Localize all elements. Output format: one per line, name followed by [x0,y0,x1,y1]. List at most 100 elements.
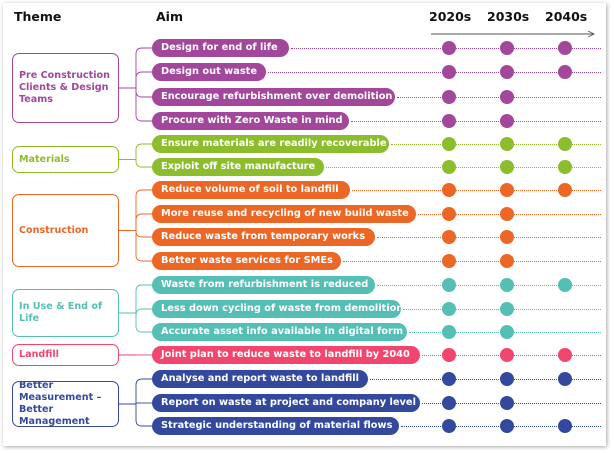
decade-dot-2030s [500,419,514,433]
connector-branch-materials [135,159,152,168]
aim-header: Aim [156,9,183,24]
decade-dot-2040s [558,137,572,151]
decade-dot-2040s [558,65,572,79]
decade-dot-2030s [500,41,514,55]
timeline-guide [391,144,601,146]
theme-label-materials: Materials [19,153,70,165]
decade-dot-2040s [558,160,572,174]
aim-pill: Joint plan to reduce waste to landfill b… [152,346,420,364]
aim-pill: Design for end of life [152,39,289,57]
timeline-guide [326,167,601,169]
decade-header-2020s: 2020s [429,9,472,24]
aim-pill: Exploit off site manufacture [152,158,324,176]
connector-branch-pre [135,88,152,98]
connector-branch-inuse [135,313,152,333]
timeline-guide [370,379,601,381]
decade-dot-2020s [442,90,456,104]
decade-dot-2040s [558,41,572,55]
theme-label-inuse: In Use & End of Life [19,301,103,324]
aim-pill: Encourage refurbishment over demolition [152,88,395,106]
decade-dot-2040s [558,183,572,197]
decade-dot-2020s [442,325,456,339]
theme-box-pre: Pre Construction Clients & Design Teams [12,53,119,123]
decade-dot-2020s [442,348,456,362]
timeline-guide [377,237,601,239]
timeline-guide [397,97,601,99]
aim-pill: Accurate asset info available in digital… [152,323,407,341]
decade-dot-2030s [500,137,514,151]
decade-dot-2030s [500,348,514,362]
connector-branch-construction [135,189,152,231]
theme-label-landfill: Landfill [19,349,59,360]
decade-dot-2020s [442,41,456,55]
decade-dot-2030s [500,207,514,221]
connector-branch-measure [135,378,152,404]
theme-box-construction: Construction [12,194,119,267]
connector-branch-pre [135,47,152,88]
decade-dot-2020s [442,254,456,268]
aim-pill: Reduce waste from temporary works [152,228,375,246]
timeline-arrow-icon [431,30,596,38]
decade-dot-2030s [500,230,514,244]
theme-label-pre: Pre Construction Clients & Design Teams [19,70,110,105]
roadmap-frame: Theme Aim 2020s 2030s 2040s Pre Construc… [3,3,606,446]
decade-dot-2040s [558,372,572,386]
theme-label-measure: Better Measurement – Better Management [19,380,102,427]
decade-dot-2020s [442,114,456,128]
decade-dot-2030s [500,396,514,410]
aim-pill: Less down cycling of waste from demoliti… [152,300,403,318]
theme-box-inuse: In Use & End of Life [12,289,119,337]
decade-dot-2020s [442,278,456,292]
decade-dot-2030s [500,372,514,386]
aim-pill: Reduce volume of soil to landfill [152,181,350,199]
decade-dot-2030s [500,90,514,104]
decade-dot-2030s [500,278,514,292]
connector-branch-construction [135,230,152,238]
decade-dot-2020s [442,419,456,433]
timeline-guide [352,190,601,192]
theme-label-construction: Construction [19,224,89,236]
aim-pill: Analyse and report waste to landfill [152,370,368,388]
decade-dot-2020s [442,302,456,316]
theme-connectors [119,47,152,427]
decade-dot-2020s [442,183,456,197]
decade-dot-2020s [442,230,456,244]
connector-branch-pre [135,71,152,88]
timeline-guide [351,121,601,123]
decade-dot-2040s [558,419,572,433]
decade-dot-2020s [442,160,456,174]
decade-header-2040s: 2040s [545,9,588,24]
connector-branch-construction [135,230,152,262]
aim-pill: Ensure materials are readily recoverable [152,135,389,153]
connector-branch-measure [135,404,152,427]
theme-box-materials: Materials [12,146,119,173]
decade-dot-2030s [500,302,514,316]
decade-dot-2020s [442,372,456,386]
decade-dot-2030s [500,160,514,174]
aim-pill: Better waste services for SMEs [152,252,341,270]
theme-box-landfill: Landfill [12,344,119,366]
timeline-guide [268,72,601,74]
decade-dot-2030s [500,325,514,339]
decade-dot-2030s [500,183,514,197]
aim-pill: Procure with Zero Waste in mind [152,112,349,130]
connector-branch-inuse [135,284,152,313]
timeline-guide [343,261,601,263]
decade-dot-2020s [442,396,456,410]
decade-dot-2040s [558,278,572,292]
aim-pill: Strategic understanding of material flow… [152,417,399,435]
decade-dot-2030s [500,65,514,79]
aim-pill: Design out waste [152,63,266,81]
decade-dot-2030s [500,254,514,268]
decade-dot-2030s [500,114,514,128]
aim-pill: Report on waste at project and company l… [152,394,420,412]
decade-dot-2020s [442,137,456,151]
aim-pill: More reuse and recycling of new build wa… [152,205,416,223]
connector-branch-construction [135,213,152,231]
connector-branch-pre [135,88,152,122]
decade-header-2030s: 2030s [487,9,530,24]
connector-branch-inuse [135,308,152,316]
timeline-guide [377,285,601,287]
theme-header: Theme [14,9,62,24]
decade-dot-2020s [442,65,456,79]
